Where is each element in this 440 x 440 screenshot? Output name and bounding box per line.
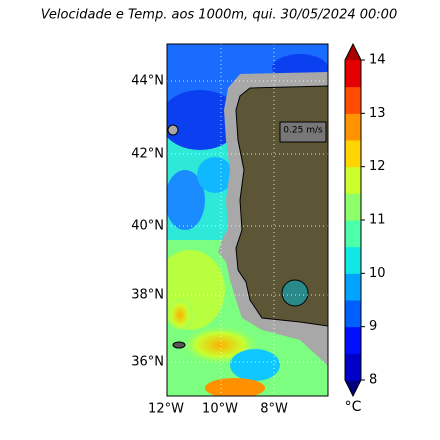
colorbar-band bbox=[345, 86, 361, 114]
colorbar-band bbox=[345, 193, 361, 221]
colorbar-tick-label: 8 bbox=[369, 373, 377, 388]
colorbar-tick-label: 12 bbox=[369, 159, 386, 174]
colorbar-band bbox=[345, 60, 361, 88]
colorbar-band bbox=[345, 140, 361, 168]
scale-label: 0.25 m/s bbox=[283, 126, 323, 136]
colorbar-band bbox=[345, 166, 361, 194]
lat-label: 40°N bbox=[131, 219, 164, 234]
lat-label: 42°N bbox=[131, 147, 164, 162]
colorbar-tick-label: 9 bbox=[369, 319, 377, 334]
colorbar-unit: °C bbox=[345, 399, 362, 415]
colorbar-band bbox=[345, 113, 361, 141]
lat-label: 36°N bbox=[131, 355, 164, 370]
colorbar-band bbox=[345, 246, 361, 274]
colorbar-tick-label: 14 bbox=[369, 53, 386, 68]
colorbar-band bbox=[345, 353, 361, 381]
colorbar-extend-bottom bbox=[345, 380, 361, 396]
colorbar-band bbox=[345, 220, 361, 248]
colorbar-band bbox=[345, 273, 361, 301]
colorbar-tick-label: 11 bbox=[369, 213, 386, 228]
colorbar-band bbox=[345, 300, 361, 328]
map-frame bbox=[166, 43, 329, 397]
scale-box bbox=[279, 121, 327, 143]
colorbar-tick-label: 10 bbox=[369, 266, 386, 281]
lon-label: 10°W bbox=[202, 402, 238, 417]
lon-label: 12°W bbox=[148, 402, 184, 417]
map-area: 0.25 m/s bbox=[167, 44, 328, 396]
lat-label: 44°N bbox=[131, 74, 164, 89]
colorbar-band bbox=[345, 326, 361, 354]
lat-label: 38°N bbox=[131, 288, 164, 303]
colorbar-tick-label: 13 bbox=[369, 106, 386, 121]
lon-label: 8°W bbox=[260, 402, 288, 417]
colorbar-extend-top bbox=[345, 44, 361, 60]
title: Velocidade e Temp. aos 1000m, qui. 30/05… bbox=[41, 8, 397, 23]
